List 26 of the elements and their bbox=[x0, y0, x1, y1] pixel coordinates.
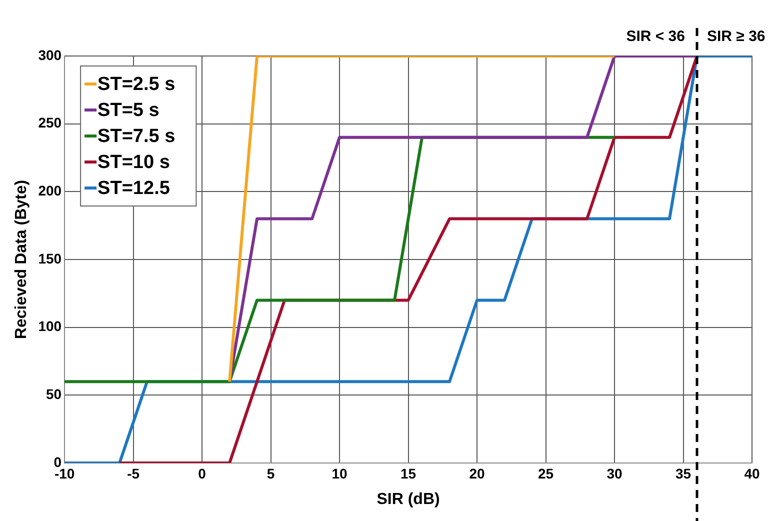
x-tick-label: 10 bbox=[332, 465, 348, 482]
legend-label: ST=10 s bbox=[98, 152, 170, 174]
text: SIR ≥ 36 bbox=[707, 28, 766, 46]
x-tick-label: 15 bbox=[400, 465, 416, 482]
y-axis-title: Recieved Data (Byte) bbox=[13, 180, 30, 340]
legend-label: ST=2.5 s bbox=[98, 74, 176, 96]
y-tick-label: 250 bbox=[38, 114, 62, 131]
legend-label: ST=5 s bbox=[98, 100, 160, 122]
x-tick-label: 40 bbox=[744, 465, 760, 482]
text: SIR < 36 bbox=[626, 28, 686, 46]
x-tick-label: 0 bbox=[198, 465, 206, 482]
x-tick-label: -5 bbox=[127, 465, 140, 482]
y-tick-label: 50 bbox=[46, 386, 62, 402]
y-tick-label: 150 bbox=[38, 250, 62, 266]
legend-label: ST=12.5 bbox=[98, 178, 170, 200]
legend-label: ST=7.5 s bbox=[98, 126, 176, 148]
y-tick-label: 0 bbox=[54, 454, 62, 470]
x-tick-label: 35 bbox=[675, 465, 692, 482]
x-tick-label: 30 bbox=[606, 465, 623, 482]
y-tick-label: 200 bbox=[38, 182, 62, 199]
y-tick-label: 100 bbox=[38, 318, 62, 334]
x-tick-label: 25 bbox=[538, 465, 554, 482]
y-tick-label: 300 bbox=[38, 46, 62, 63]
x-axis-title: SIR (dB) bbox=[376, 490, 440, 508]
x-tick-label: 20 bbox=[469, 465, 486, 482]
x-tick-label: 5 bbox=[266, 465, 275, 482]
